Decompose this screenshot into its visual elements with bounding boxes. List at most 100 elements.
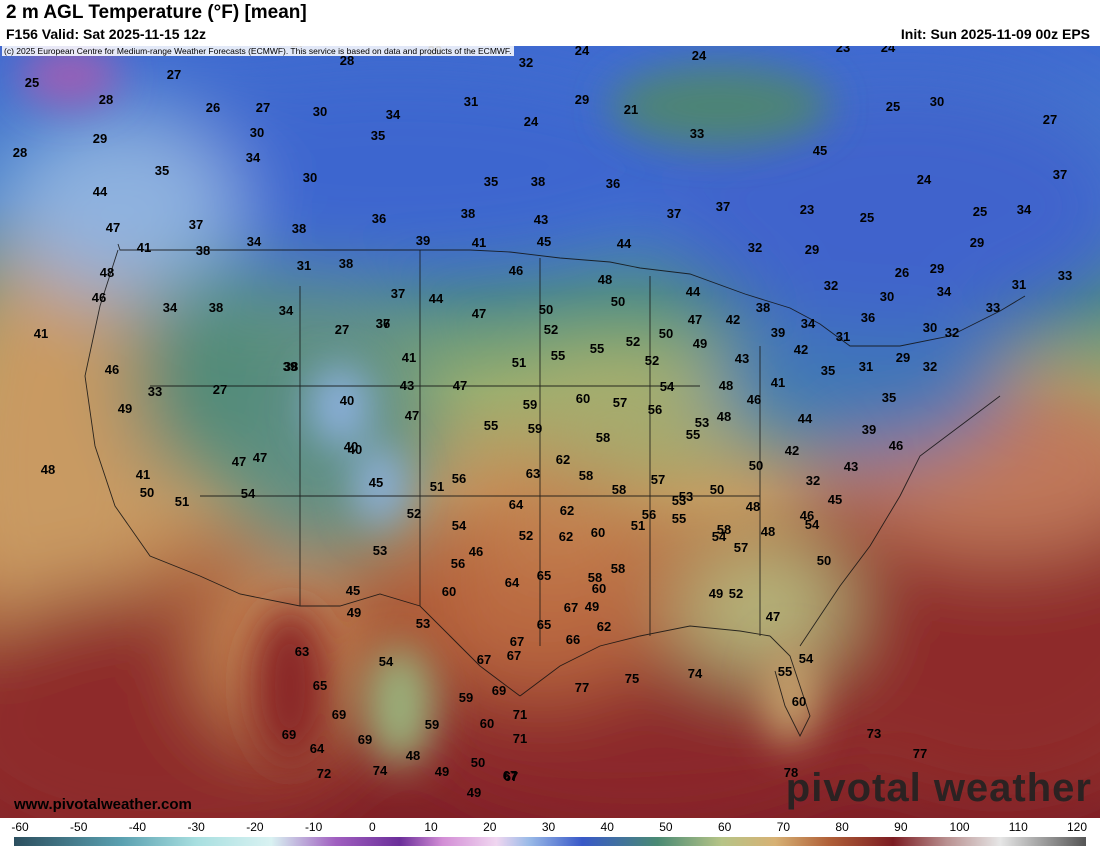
temperature-value-148: 32: [806, 473, 820, 488]
temperature-value-106: 52: [645, 353, 659, 368]
temperature-value-205: 67: [477, 652, 491, 667]
temperature-value-48: 37: [667, 206, 681, 221]
temperature-value-92: 36: [376, 316, 390, 331]
temperature-value-130: 56: [648, 402, 662, 417]
temperature-value-82: 50: [611, 294, 625, 309]
colorbar-tick-label: -60: [11, 820, 29, 834]
temperature-value-107: 43: [735, 351, 749, 366]
temperature-value-29: 37: [1053, 167, 1067, 182]
temperature-value-38: 23: [800, 202, 814, 217]
temperature-value-27: 33: [690, 126, 704, 141]
temperature-value-105: 55: [590, 341, 604, 356]
temperature-value-133: 35: [882, 390, 896, 405]
temperature-value-190: 60: [442, 584, 456, 599]
colorbar-tick-label: 70: [777, 820, 791, 834]
temperature-value-161: 51: [175, 494, 189, 509]
temperature-value-10: 25: [25, 75, 39, 90]
temperature-value-198: 60: [592, 581, 606, 596]
temperature-value-125: 46: [747, 392, 761, 407]
temperature-value-185: 56: [451, 556, 465, 571]
colorbar-tick-label: 100: [950, 820, 970, 834]
temperature-value-141: 47: [232, 454, 246, 469]
colorbar-tick-label: 120: [1067, 820, 1087, 834]
temperature-value-162: 54: [241, 486, 256, 501]
temperature-value-215: 71: [513, 707, 527, 722]
temperature-value-204: 63: [295, 644, 309, 659]
temperature-value-57: 45: [537, 234, 551, 249]
temperature-value-94: 52: [626, 334, 640, 349]
temperature-value-44: 38: [292, 221, 306, 236]
temperature-value-155: 62: [556, 452, 570, 467]
temperature-value-144: 55: [686, 427, 700, 442]
temperature-value-136: 59: [528, 421, 542, 436]
temperature-value-31: 35: [155, 163, 169, 178]
temperature-value-227: 49: [435, 764, 449, 779]
colorbar-tick-label: 30: [542, 820, 556, 834]
temperature-value-206: 67: [564, 600, 578, 615]
temperature-value-197: 52: [729, 586, 743, 601]
temperature-value-55: 39: [416, 233, 430, 248]
temperature-value-32: 34: [246, 150, 261, 165]
temperature-value-118: 54: [660, 379, 675, 394]
colorbar-tick-label: 80: [835, 820, 849, 834]
temperature-value-147: 50: [749, 458, 763, 473]
temperature-value-63: 31: [1012, 277, 1026, 292]
temperature-value-174: 53: [672, 493, 686, 508]
temperature-value-52: 34: [1017, 202, 1032, 217]
temperature-value-151: 51: [430, 479, 444, 494]
temperature-value-108: 42: [794, 342, 808, 357]
temperature-value-21: 27: [1043, 112, 1057, 127]
temperature-value-177: 54: [805, 517, 820, 532]
temperature-value-36: 36: [606, 176, 620, 191]
temperature-value-60: 29: [970, 235, 984, 250]
temperature-value-78: 37: [391, 286, 405, 301]
temperature-value-51: 25: [973, 204, 987, 219]
temperature-value-229: 67: [503, 768, 517, 783]
colorbar-tick-label: -30: [187, 820, 205, 834]
temperature-value-61: 26: [895, 265, 909, 280]
temperature-value-68: 46: [509, 263, 523, 278]
colorbar-tick-label: -10: [305, 820, 323, 834]
temperature-value-6: 24: [575, 46, 590, 58]
temperature-value-137: 58: [596, 430, 610, 445]
temperature-value-145: 42: [785, 443, 799, 458]
colorbar-tick-label: 0: [369, 820, 376, 834]
colorbar-tick-label: 90: [894, 820, 908, 834]
temperature-value-131: 48: [717, 409, 731, 424]
temperature-value-138: 53: [695, 415, 709, 430]
temperature-value-26: 24: [524, 114, 539, 129]
temperature-value-210: 74: [688, 666, 703, 681]
temperature-value-157: 57: [651, 472, 665, 487]
temperature-value-129: 59: [523, 397, 537, 412]
temperature-value-154: 56: [452, 471, 466, 486]
temperature-value-95: 50: [659, 326, 673, 341]
temperature-value-70: 32: [824, 278, 838, 293]
temperature-value-24: 35: [371, 128, 385, 143]
temperature-map[interactable]: 1223272928322424232425272627303431292125…: [0, 46, 1100, 818]
temperature-value-114: 33: [148, 384, 162, 399]
temperature-value-11: 27: [167, 67, 181, 82]
temperature-value-80: 47: [472, 306, 486, 321]
temperature-value-39: 25: [860, 210, 874, 225]
temperature-value-102: 39: [283, 359, 297, 374]
temperature-value-143: 40: [348, 442, 362, 457]
temperature-value-96: 49: [693, 336, 707, 351]
temperature-value-62: 29: [930, 261, 944, 276]
temperature-value-73: 33: [986, 300, 1000, 315]
temperature-value-172: 52: [519, 528, 533, 543]
temperature-value-115: 27: [213, 382, 227, 397]
temperature-value-126: 49: [118, 401, 132, 416]
temperature-value-45: 36: [372, 211, 386, 226]
temperature-value-228: 50: [471, 755, 485, 770]
temperature-value-112: 32: [923, 359, 937, 374]
temperature-value-230: 74: [373, 763, 388, 778]
temperature-value-13: 27: [256, 100, 270, 115]
temperature-value-231: 72: [317, 766, 331, 781]
valid-time-label: F156 Valid: Sat 2025-11-15 12z: [6, 26, 207, 42]
temperature-value-18: 21: [624, 102, 638, 117]
temperature-value-69: 48: [598, 272, 612, 287]
colorbar-tick-label: -20: [246, 820, 264, 834]
temperature-value-203: 54: [379, 654, 394, 669]
temperature-value-189: 47: [766, 609, 780, 624]
temperature-value-53: 41: [137, 240, 151, 255]
